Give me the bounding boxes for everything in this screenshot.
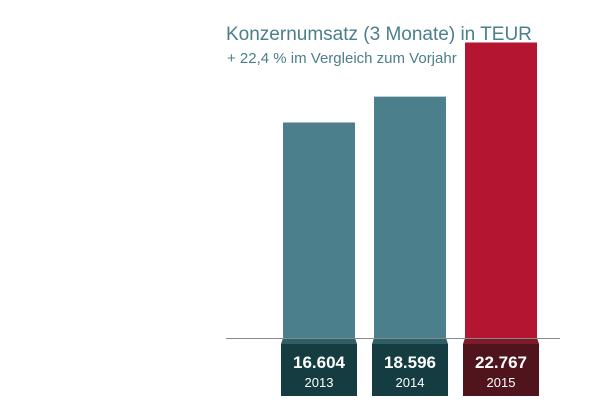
category-label-2013: 2013 <box>305 375 334 390</box>
category-label-2014: 2014 <box>396 375 425 390</box>
bar-shadow-2015 <box>463 338 539 344</box>
data-label-2013: 16.604 <box>293 353 346 372</box>
bar-2015 <box>465 42 537 339</box>
data-label-2015: 22.767 <box>475 353 527 372</box>
chart-subtitle: + 22,4 % im Vergleich zum Vorjahr <box>227 50 457 67</box>
bar-2013 <box>283 122 355 339</box>
data-label-2014: 18.596 <box>384 353 436 372</box>
value-box-2015 <box>463 344 539 396</box>
category-label-2015: 2015 <box>487 375 516 390</box>
value-box-2014 <box>372 344 448 396</box>
chart-title: Konzernumsatz (3 Monate) in TEUR <box>226 24 532 45</box>
value-box-2013 <box>281 344 357 396</box>
bars-layer <box>281 42 539 344</box>
labels-layer: 16.604 2013 18.596 2014 22.767 2015 <box>281 344 539 396</box>
bar-2014 <box>374 96 446 339</box>
bar-shadow-2013 <box>281 338 357 344</box>
bar-shadow-2014 <box>372 338 448 344</box>
